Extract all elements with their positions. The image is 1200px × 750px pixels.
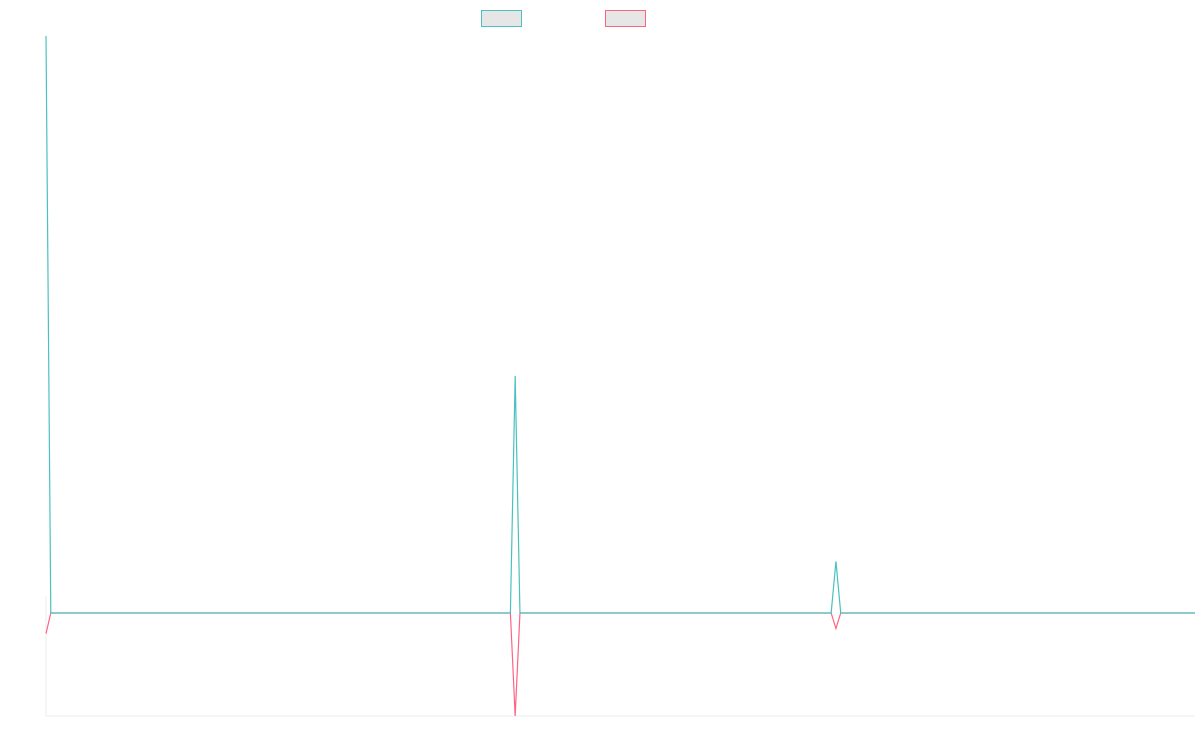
series-1-line — [45, 35, 1195, 614]
series-2 — [45, 612, 1195, 717]
legend — [481, 10, 646, 27]
series-layer — [45, 35, 1195, 717]
axes — [45, 596, 1195, 717]
legend-swatch-2[interactable] — [605, 10, 646, 27]
legend-swatch-1[interactable] — [481, 10, 522, 27]
series-1 — [45, 35, 1195, 614]
series-2-line — [45, 612, 1195, 717]
